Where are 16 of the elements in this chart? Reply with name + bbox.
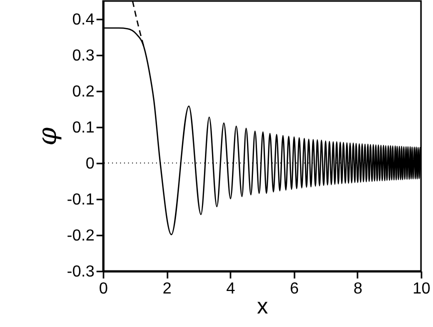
y-tick-label: 0.3: [72, 48, 95, 64]
x-tick-label: 0: [99, 280, 108, 298]
y-tick-label: 0: [86, 156, 95, 172]
x-axis-title: x: [257, 294, 268, 318]
y-tick-label: 0.2: [72, 84, 95, 100]
x-tick-label: 8: [353, 280, 362, 298]
x-tick-label: 4: [226, 280, 236, 298]
x-tick-label: 2: [162, 280, 172, 298]
x-tick-label: 6: [290, 280, 299, 298]
y-tick-label: -0.3: [66, 264, 95, 280]
y-axis-title: φ: [32, 126, 63, 146]
y-tick-label: 0.1: [72, 120, 95, 136]
y-tick-label: 0.4: [72, 12, 95, 28]
y-tick-label: -0.2: [66, 228, 95, 244]
x-tick-label: 10: [412, 280, 430, 298]
y-tick-label: -0.1: [66, 192, 95, 208]
